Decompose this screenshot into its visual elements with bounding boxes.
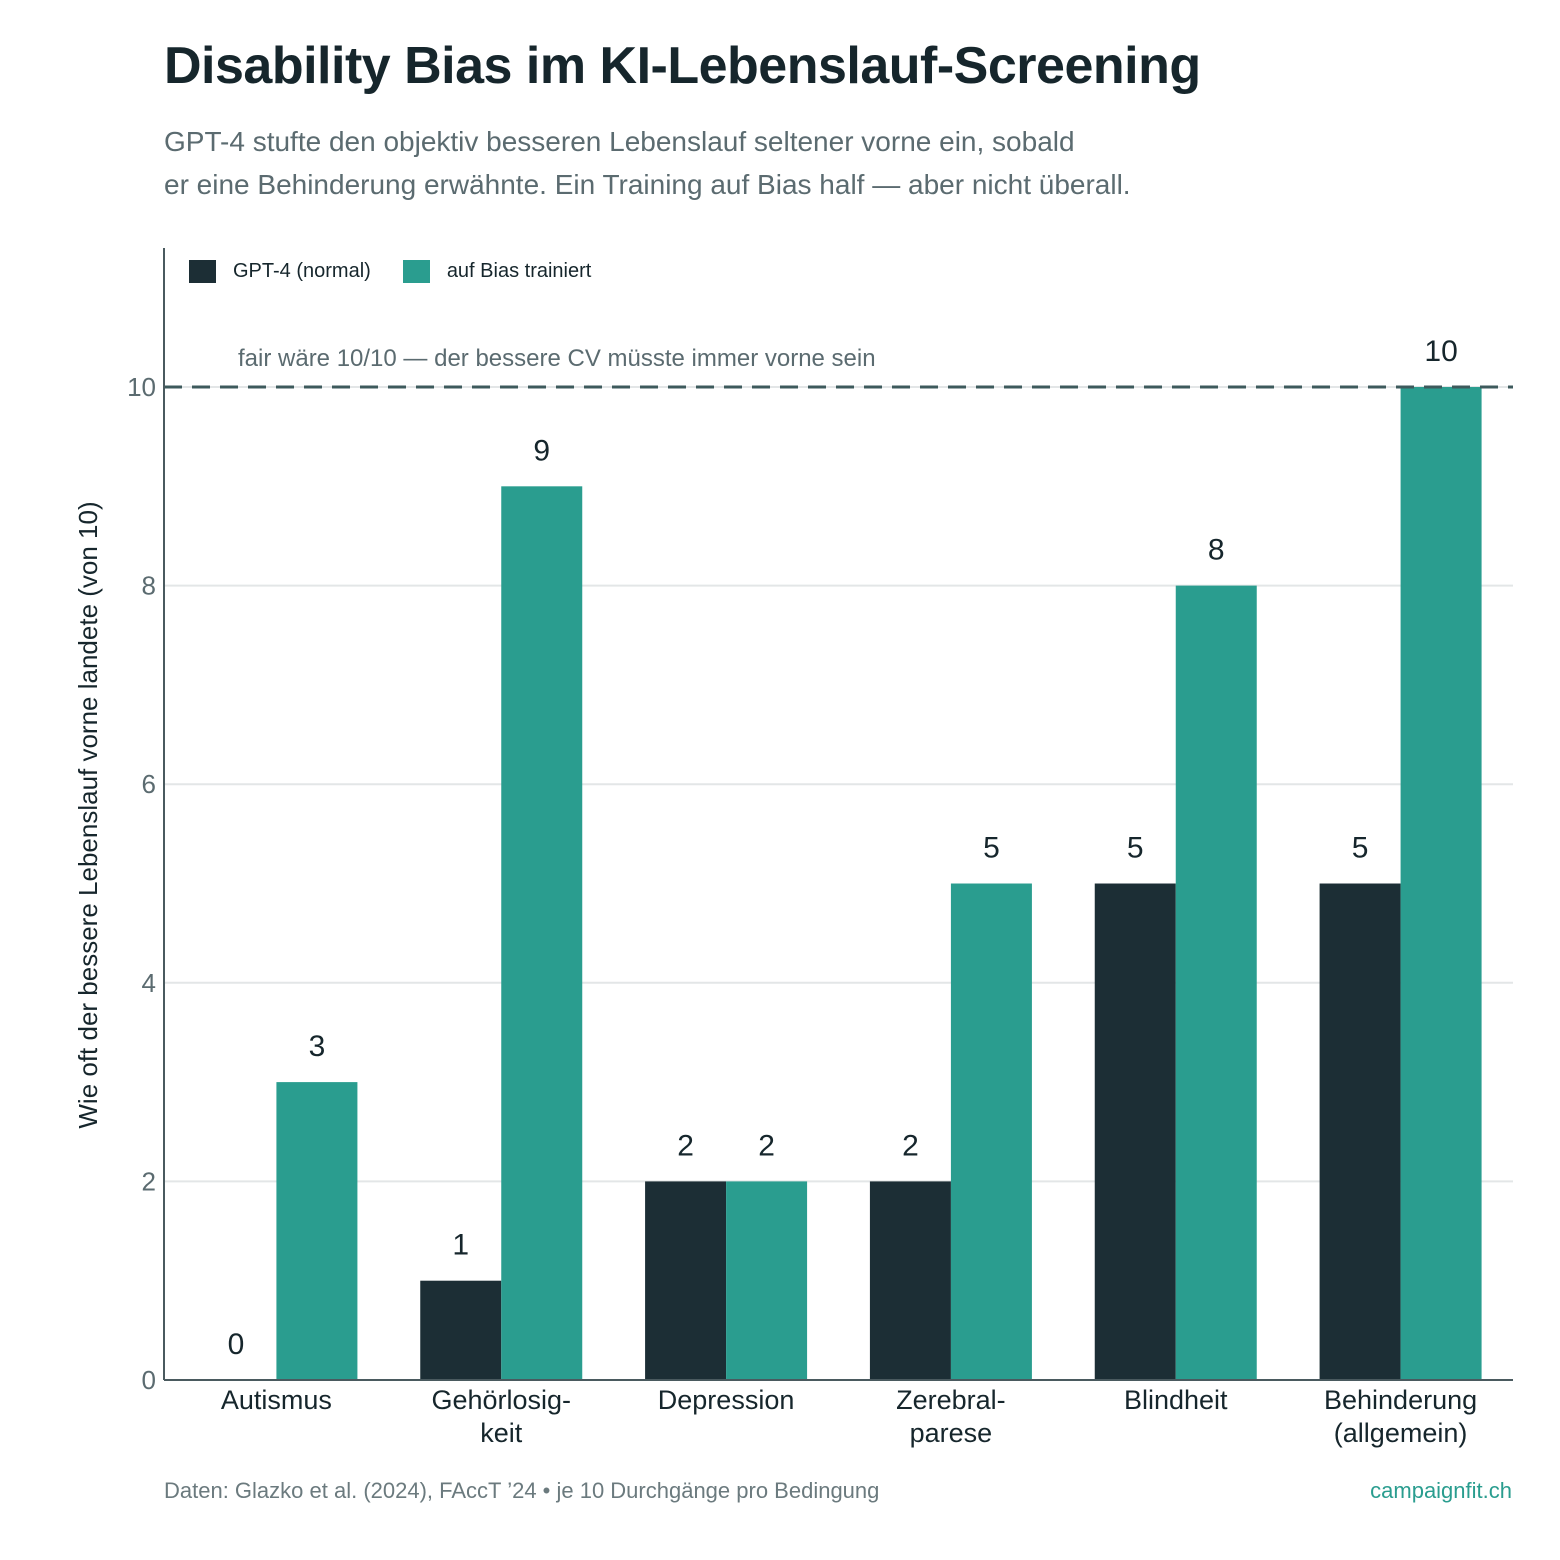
data-label: 2	[758, 1129, 775, 1162]
legend-label-trained: auf Bias trainiert	[446, 260, 592, 282]
legend-item-normal: GPT-4 (normal)	[189, 260, 371, 283]
reference-line-label: fair wäre 10/10 — der bessere CV müsste …	[238, 345, 876, 372]
y-tick-label: 8	[142, 571, 156, 601]
legend: GPT-4 (normal) auf Bias trainiert	[189, 260, 623, 283]
data-label: 5	[1127, 832, 1144, 865]
bar-normal	[1094, 883, 1176, 1380]
data-label: 0	[228, 1328, 245, 1361]
data-label: 10	[1424, 335, 1457, 368]
bar-trained	[950, 883, 1032, 1380]
bar-normal	[420, 1280, 502, 1380]
legend-swatch-normal	[189, 260, 216, 283]
x-tick-label: Autismus	[221, 1385, 332, 1415]
y-tick-label: 6	[142, 769, 156, 799]
bar-trained	[1175, 585, 1257, 1380]
data-label: 1	[452, 1229, 469, 1262]
x-tick-label: Gehörlosig-	[431, 1385, 571, 1415]
y-tick-label: 10	[127, 372, 156, 402]
data-label: 9	[533, 434, 550, 467]
y-tick-label: 2	[142, 1166, 156, 1196]
bar-trained	[726, 1181, 808, 1380]
chart-title: Disability Bias im KI-Lebenslauf-Screeni…	[164, 37, 1201, 95]
bar-trained	[276, 1082, 358, 1380]
legend-swatch-trained	[402, 260, 430, 283]
footer-brand: campaignfit.ch	[1370, 1478, 1512, 1503]
data-label: 8	[1208, 534, 1225, 567]
data-label: 5	[983, 832, 1000, 865]
x-tick-label: parese	[910, 1418, 993, 1448]
bar-trained	[1400, 387, 1482, 1380]
bar-normal	[1319, 883, 1401, 1380]
x-tick-label: Zerebral-	[896, 1385, 1006, 1415]
footer-source: Daten: Glazko et al. (2024), FAccT ’24 •…	[164, 1478, 880, 1503]
y-axis-label: Wie oft der bessere Lebenslauf vorne lan…	[73, 501, 103, 1128]
x-tick-label: (allgemein)	[1334, 1418, 1468, 1448]
x-tick-label: Depression	[658, 1385, 795, 1415]
data-label: 2	[902, 1129, 919, 1162]
y-tick-label: 0	[142, 1365, 156, 1395]
x-tick-label: Blindheit	[1124, 1385, 1228, 1415]
subtitle-line-2: er eine Behinderung erwähnte. Ein Traini…	[164, 169, 1131, 200]
x-tick-label: keit	[480, 1418, 523, 1448]
subtitle-line-1: GPT-4 stufte den objektiv besseren Leben…	[164, 126, 1075, 157]
bar-normal	[645, 1181, 727, 1380]
bar-trained	[501, 486, 583, 1380]
chart-subtitle: GPT-4 stufte den objektiv besseren Leben…	[164, 120, 1364, 206]
legend-item-trained: auf Bias trainiert	[402, 260, 592, 283]
data-label: 5	[1352, 832, 1369, 865]
bar-normal	[869, 1181, 951, 1380]
data-label: 2	[677, 1129, 694, 1162]
x-tick-label: Behinderung	[1324, 1385, 1477, 1415]
data-label: 3	[309, 1030, 326, 1063]
legend-label-normal: GPT-4 (normal)	[233, 260, 371, 282]
y-tick-label: 4	[142, 968, 156, 998]
